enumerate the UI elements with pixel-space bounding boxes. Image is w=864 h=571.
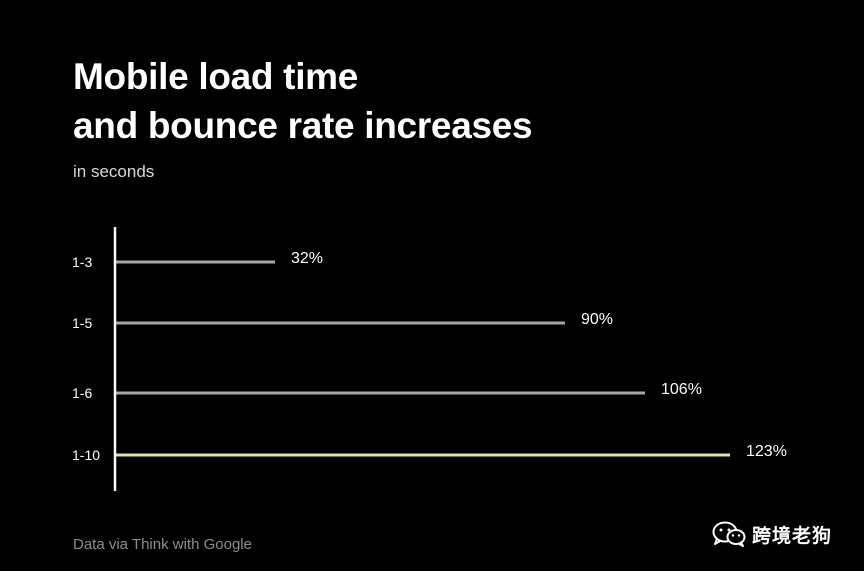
data-label: 106% (661, 381, 702, 398)
data-label: 90% (581, 311, 613, 328)
watermark-text: 跨境老狗 (752, 524, 833, 547)
data-label: 32% (291, 250, 323, 267)
chart-title: Mobile load time and bounce rate increas… (73, 52, 533, 150)
category-label: 1-10 (72, 447, 100, 463)
chart-title-line-1: Mobile load time (73, 56, 359, 97)
wechat-icon (712, 521, 746, 547)
watermark: 跨境老狗 (712, 519, 832, 549)
source-note: Data via Think with Google (73, 536, 252, 553)
chart-subtitle: in seconds (73, 162, 155, 181)
category-label: 1-6 (72, 385, 92, 401)
chart-title-line-2: and bounce rate increases (73, 105, 533, 146)
data-label: 123% (746, 443, 787, 460)
category-label: 1-5 (72, 315, 92, 331)
bars-group: 1-3 32% 1-5 90% 1-6 106% 1-10 123% (72, 250, 787, 463)
category-label: 1-3 (72, 254, 92, 270)
